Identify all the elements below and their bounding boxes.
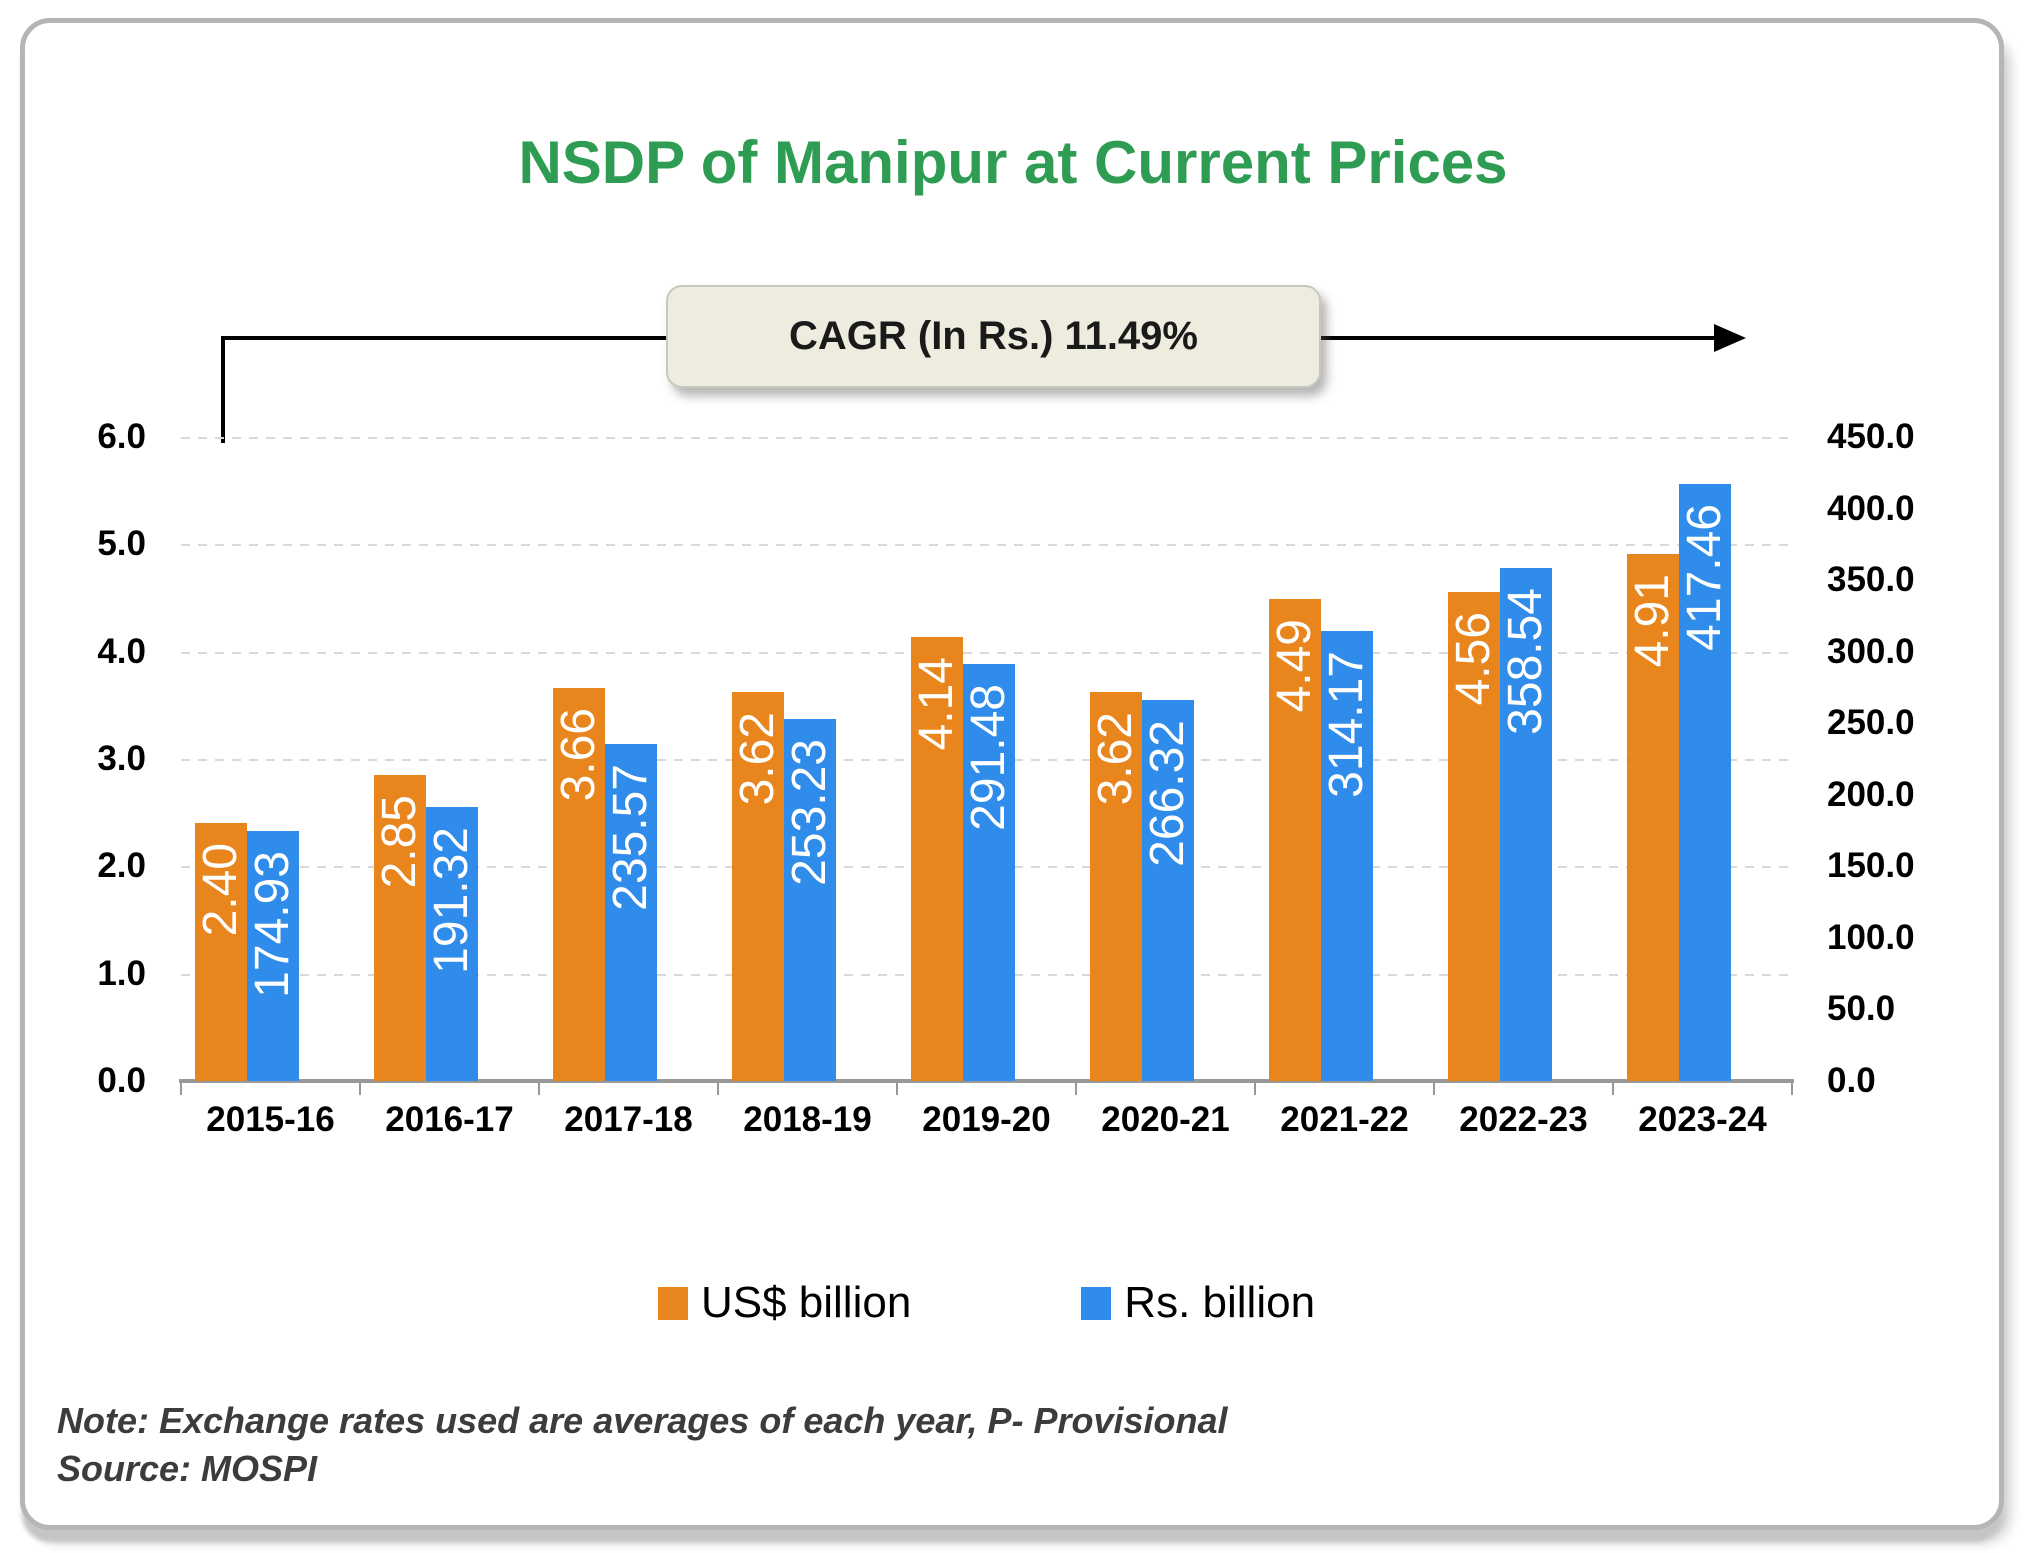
bar-usbillion-2017-18: 3.66 [552,688,605,1081]
cagr-arrow-vertical-line [221,336,225,443]
gridline [181,437,1792,439]
bar-value-label: 174.93 [246,851,299,998]
legend-swatch-rs [1081,1286,1112,1320]
x-axis-line [179,1079,1794,1083]
y-axis-label-left: 2.0 [97,846,146,885]
y-axis-label-right: 50.0 [1827,989,1896,1028]
legend-swatch-usd [657,1286,688,1320]
legend-label-usd: US$ billion [700,1278,912,1327]
bar-rsbillion-2022-23: 358.54 [1499,568,1552,1081]
bar-rsbillion-2019-20: 291.48 [962,664,1015,1081]
x-axis-tick [359,1079,361,1095]
x-axis-tick [717,1079,719,1095]
note-text: Note: Exchange rates used are averages o… [57,1400,1228,1441]
bar-rsbillion-2015-16: 174.93 [246,831,299,1081]
bar-rsbillion-2021-22: 314.17 [1320,631,1373,1081]
y-axis-label-right: 200.0 [1827,775,1915,814]
x-axis-tick [896,1079,898,1095]
y-axis-label-left: 0.0 [97,1061,146,1100]
bar-usbillion-2020-21: 3.62 [1089,692,1142,1081]
legend: US$ billion Rs. billion [181,1278,1792,1328]
x-axis-tick [1075,1079,1077,1095]
y-axis-label-right: 100.0 [1827,918,1915,957]
bar-value-label: 4.91 [1626,574,1679,668]
y-axis-label-right: 300.0 [1827,632,1915,671]
x-axis-label: 2022-23 [1459,1100,1588,1139]
bar-usbillion-2015-16: 2.40 [194,823,247,1081]
x-axis-label: 2015-16 [206,1100,335,1139]
gridline [181,544,1792,546]
bar-usbillion-2023-24: 4.91 [1626,554,1679,1081]
legend-item-usd: US$ billion [657,1278,912,1328]
bar-rsbillion-2017-18: 235.57 [604,744,657,1081]
y-axis-label-left: 4.0 [97,632,146,671]
y-axis-label-left: 3.0 [97,739,146,778]
bar-value-label: 291.48 [962,684,1015,831]
gridline [181,652,1792,654]
y-axis-label-left: 6.0 [97,417,146,456]
x-axis-label: 2020-21 [1101,1100,1230,1139]
cagr-arrow-head-icon [1714,324,1746,352]
bar-usbillion-2018-19: 3.62 [731,692,784,1081]
cagr-banner-label: CAGR (In Rs.) 11.49% [788,314,1198,358]
bar-value-label: 191.32 [425,827,478,974]
bar-value-label: 3.62 [1089,712,1142,806]
cagr-banner: CAGR (In Rs.) 11.49% [666,285,1321,388]
y-axis-label-right: 0.0 [1827,1061,1876,1100]
bar-value-label: 2.40 [194,843,247,937]
bar-rsbillion-2018-19: 253.23 [783,719,836,1081]
y-axis-label-right: 350.0 [1827,560,1915,599]
x-axis-tick [1254,1079,1256,1095]
bar-usbillion-2019-20: 4.14 [910,637,963,1081]
x-axis-tick [1433,1079,1435,1095]
bar-value-label: 3.66 [552,708,605,802]
x-axis-label: 2023-24 [1638,1100,1767,1139]
y-axis-label-left: 5.0 [97,524,146,563]
x-axis-tick [1612,1079,1614,1095]
bar-value-label: 235.57 [604,764,657,911]
x-axis-tick [538,1079,540,1095]
legend-item-rs: Rs. billion [1081,1278,1315,1328]
bar-usbillion-2022-23: 4.56 [1447,592,1500,1081]
x-axis-label: 2018-19 [743,1100,872,1139]
chart-title: NSDP of Manipur at Current Prices [518,129,1508,196]
bar-rsbillion-2016-17: 191.32 [425,807,478,1081]
x-axis-label: 2021-22 [1280,1100,1409,1139]
bar-rsbillion-2023-24: 417.46 [1678,484,1731,1081]
y-axis-label-right: 450.0 [1827,417,1915,456]
y-axis-label-right: 400.0 [1827,489,1915,528]
bar-value-label: 253.23 [783,739,836,886]
bar-usbillion-2016-17: 2.85 [373,775,426,1081]
x-axis-label: 2017-18 [564,1100,693,1139]
y-axis-label-right: 150.0 [1827,846,1915,885]
bar-value-label: 2.85 [373,795,426,889]
source-text: Source: MOSPI [57,1448,318,1489]
y-axis-label-left: 1.0 [97,954,146,993]
y-axis-label-right: 250.0 [1827,703,1915,742]
bar-rsbillion-2020-21: 266.32 [1141,700,1194,1081]
x-axis-tick [1791,1079,1793,1095]
legend-label-rs: Rs. billion [1124,1278,1316,1327]
bar-usbillion-2021-22: 4.49 [1268,599,1321,1081]
bar-value-label: 3.62 [731,712,784,806]
x-axis-label: 2016-17 [385,1100,514,1139]
bar-value-label: 4.56 [1447,612,1500,706]
bar-value-label: 266.32 [1141,720,1194,867]
bar-value-label: 314.17 [1320,651,1373,798]
bar-value-label: 417.46 [1678,504,1731,651]
bar-value-label: 4.14 [910,657,963,751]
bar-value-label: 4.49 [1268,619,1321,713]
x-axis-label: 2019-20 [922,1100,1051,1139]
bar-value-label: 358.54 [1499,588,1552,735]
x-axis-tick [180,1079,182,1095]
